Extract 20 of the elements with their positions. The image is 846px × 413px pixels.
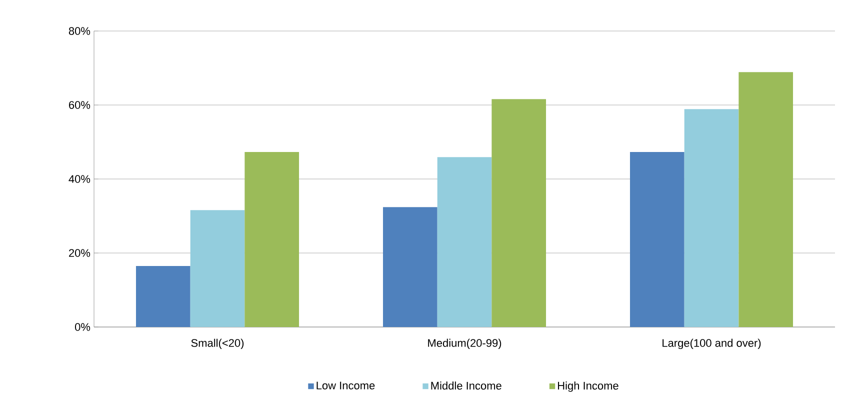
x-tick-label: Medium(20-99) <box>428 338 502 350</box>
bar <box>492 99 546 327</box>
x-tick-label: Small(<20) <box>191 338 244 350</box>
legend-label: Middle Income <box>431 382 502 390</box>
bar <box>382 207 438 327</box>
y-tick-label: 60% <box>69 101 90 109</box>
y-tick-label: 0% <box>74 323 90 331</box>
y-tick-label: 80% <box>68 27 90 35</box>
legend-label: Low Income <box>316 382 375 390</box>
bar <box>244 152 300 327</box>
bar <box>190 210 245 327</box>
bar <box>630 152 684 327</box>
y-tick-label: 20% <box>69 249 90 257</box>
x-tick-label: Large(100 and over) <box>662 338 761 350</box>
bar <box>684 109 739 327</box>
bar <box>136 266 190 327</box>
legend-label: High Income <box>558 382 618 392</box>
bar <box>738 72 794 327</box>
bar <box>437 157 492 327</box>
y-tick-label: 40% <box>68 175 90 183</box>
